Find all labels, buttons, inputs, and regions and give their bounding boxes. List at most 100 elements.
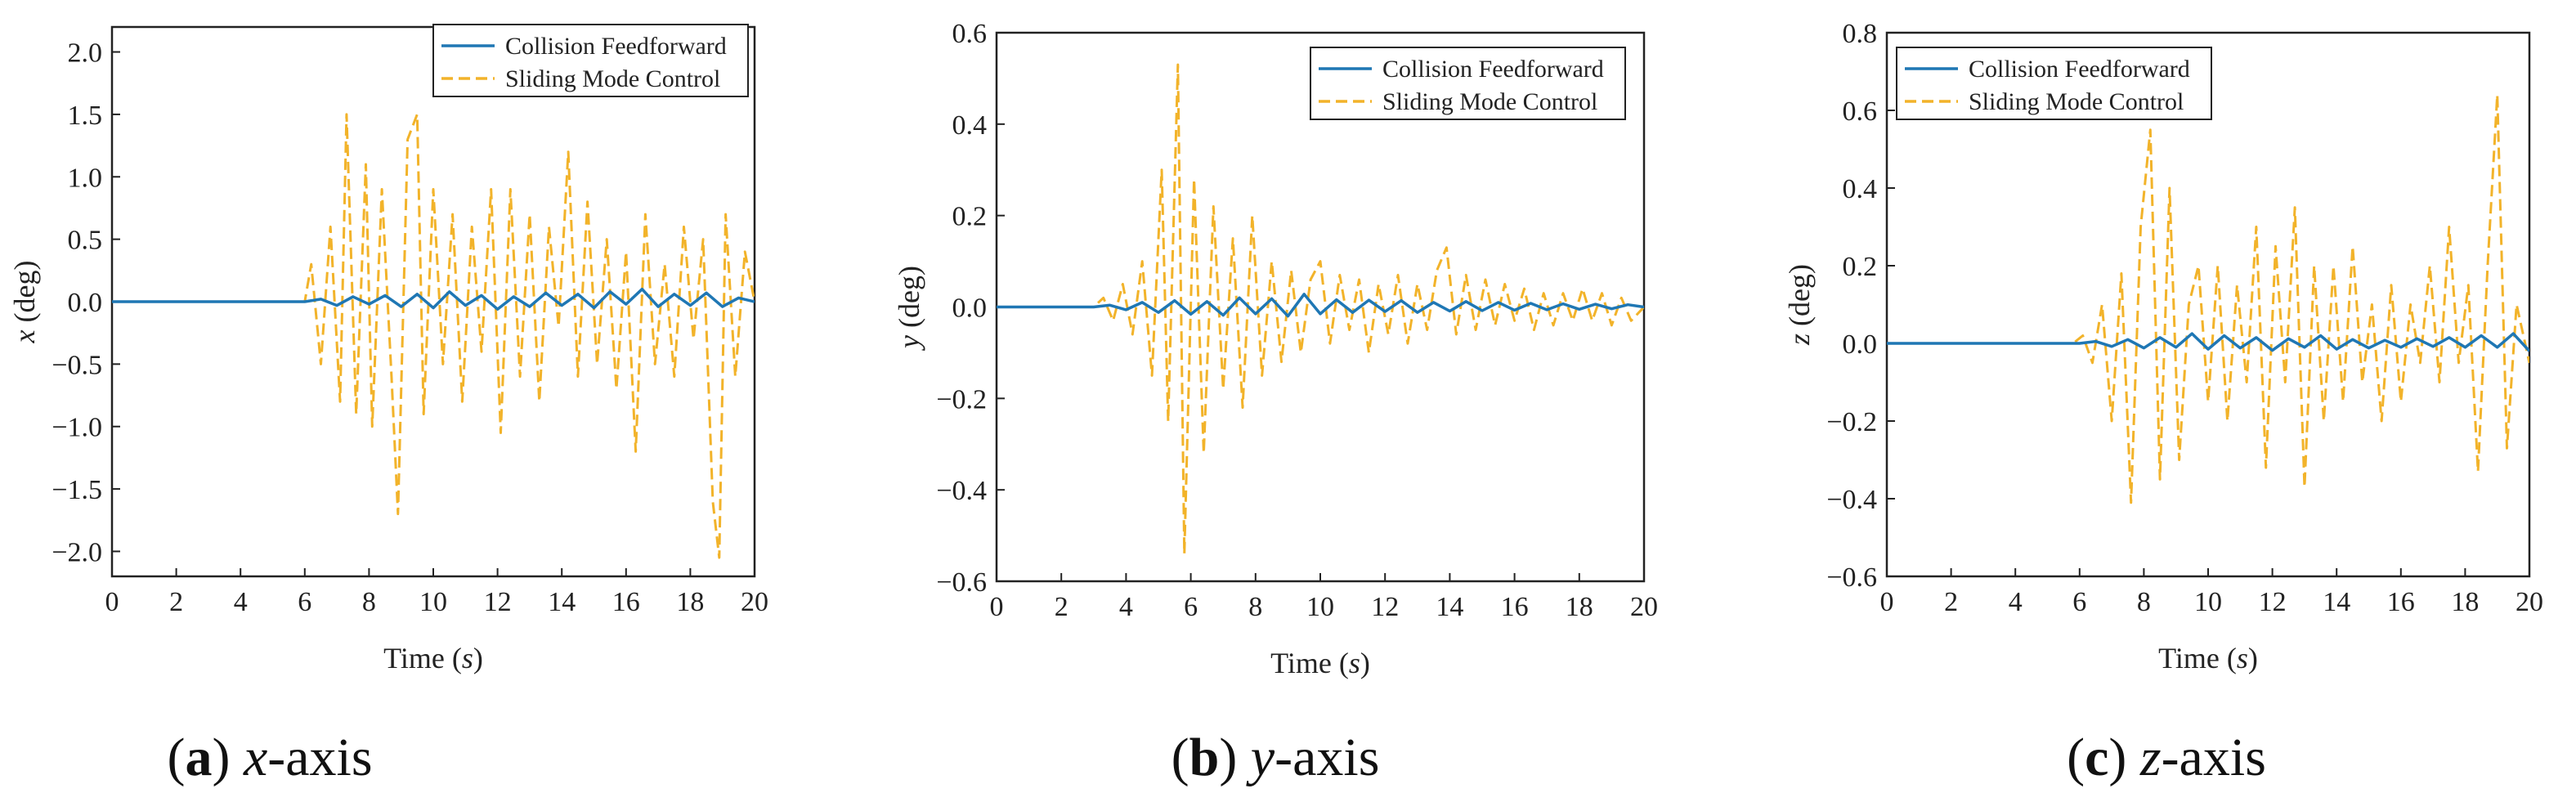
y-tick-label: 0.0 [952, 293, 988, 324]
y-axis-var: y [893, 335, 925, 351]
x-tick-label: 12 [1371, 592, 1399, 622]
series-collision-line [1887, 332, 2529, 352]
panel-a: 0 2 4 6 8 10 12 14 16 18 20 −2.0 −1.5 −1.0 −0.5 0.0 0.5 1… [8, 24, 768, 787]
x-tick-label: 4 [1119, 592, 1133, 622]
series-sliding-mode-line [112, 113, 755, 559]
caption-suffix: -axis [1275, 728, 1379, 787]
x-tick-label: 6 [2072, 587, 2086, 617]
legend-label: Collision Feedforward [505, 33, 727, 60]
x-axis-label-text: Time [2158, 642, 2220, 674]
x-tick-label: 8 [2137, 587, 2151, 617]
legend-label: Collision Feedforward [1382, 56, 1604, 83]
x-tick-label: 14 [548, 587, 576, 617]
x-axis-label: Time (s) [2158, 642, 2258, 674]
x-tick-label: 8 [1248, 592, 1262, 622]
legend-label: Sliding Mode Control [505, 65, 720, 92]
x-axis-label-open: ( [1332, 647, 1349, 679]
y-tick-label: 0.2 [952, 202, 988, 232]
x-tick-label: 4 [234, 587, 248, 617]
y-tick-label: −0.2 [936, 384, 987, 414]
caption-open: ( [1172, 728, 1189, 787]
x-tick-label: 2 [169, 587, 183, 617]
y-axis-label: y (deg) [893, 266, 925, 351]
y-tick-label: −0.4 [936, 476, 987, 506]
x-tick-label: 14 [2323, 587, 2350, 617]
x-tick-label: 6 [1184, 592, 1198, 622]
y-axis-var: z [1783, 334, 1816, 346]
x-tick-label: 10 [2194, 587, 2222, 617]
panel-caption: (c) z-axis [2067, 728, 2266, 787]
x-axis-label-text: Time [1270, 647, 1332, 679]
caption-var: z [2139, 728, 2162, 787]
x-tick-label: 12 [2259, 587, 2287, 617]
caption-suffix: -axis [2162, 728, 2266, 787]
legend-label: Sliding Mode Control [1969, 88, 2184, 115]
legend-box [1310, 47, 1626, 120]
y-tick-label: −1.0 [52, 413, 102, 443]
y-tick-label: −0.2 [1826, 407, 1877, 437]
legend: Collision Feedforward Sliding Mode Contro… [1896, 47, 2212, 120]
x-tick-label: 18 [1566, 592, 1593, 622]
x-tick-label: 2 [1055, 592, 1068, 622]
y-tick-label: 2.0 [68, 38, 103, 69]
x-axis-label-open: ( [2220, 642, 2237, 674]
y-tick-label: 0.6 [952, 19, 988, 49]
legend: Collision Feedforward Sliding Mode Contro… [1310, 47, 1626, 120]
caption-close: ) [212, 728, 243, 787]
x-tick-label: 10 [419, 587, 447, 617]
y-tick-label: 0.2 [1843, 252, 1878, 282]
legend-box [1896, 47, 2212, 120]
y-tick-label: −0.5 [52, 350, 102, 380]
x-tick-label: 0 [105, 587, 119, 617]
x-axis-label-open: ( [445, 642, 462, 674]
x-axis-label-close: ) [2248, 642, 2258, 674]
series-sliding-mode-line [1887, 93, 2529, 504]
panel-caption: (b) y-axis [1172, 728, 1380, 787]
panel-b: 0 2 4 6 8 10 12 14 16 18 20 −0.6 −0.4 −0.2 0.0 0.2 0.4 0.… [893, 19, 1658, 787]
x-tick-label: 0 [1880, 587, 1894, 617]
y-axis-unit: (deg) [893, 266, 925, 335]
caption-close: ) [2108, 728, 2139, 787]
legend-label: Collision Feedforward [1969, 56, 2190, 83]
x-tick-label: 12 [484, 587, 512, 617]
x-axis-unit: s [1349, 647, 1360, 679]
x-tick-label: 18 [2451, 587, 2479, 617]
y-tick-label: 0.5 [68, 226, 103, 256]
caption-suffix: -axis [267, 728, 372, 787]
x-tick-label: 16 [1501, 592, 1529, 622]
legend: Collision Feedforward Sliding Mode Contro… [432, 24, 749, 97]
y-tick-label: 1.5 [68, 101, 103, 131]
x-tick-label: 20 [2516, 587, 2543, 617]
x-axis-unit: s [462, 642, 473, 674]
y-tick-label: 1.0 [68, 163, 103, 193]
x-tick-label: 16 [2387, 587, 2415, 617]
y-tick-label: −0.6 [936, 567, 987, 598]
x-tick-label: 4 [2009, 587, 2023, 617]
x-axis-label-text: Time [383, 642, 445, 674]
x-tick-label: 8 [362, 587, 376, 617]
y-tick-label: −2.0 [52, 537, 102, 567]
y-tick-label: −0.6 [1826, 562, 1877, 593]
y-tick-label: −0.4 [1826, 485, 1877, 515]
series-collision-line [112, 287, 755, 311]
x-axis-label-close: ) [473, 642, 483, 674]
y-axis-label: z (deg) [1783, 264, 1816, 346]
x-tick-label: 0 [990, 592, 1004, 622]
x-tick-label: 16 [612, 587, 640, 617]
y-axis-label: x (deg) [8, 261, 41, 344]
y-tick-label: 0.0 [1843, 329, 1878, 360]
caption-var: y [1246, 728, 1275, 787]
x-axis-unit: s [2237, 642, 2248, 674]
y-tick-label: 0.6 [1843, 96, 1878, 127]
legend-label: Sliding Mode Control [1382, 88, 1597, 115]
y-tick-label: 0.0 [68, 288, 103, 318]
y-axis-unit: (deg) [8, 261, 41, 330]
x-tick-label: 2 [1944, 587, 1958, 617]
caption-letter: c [2085, 728, 2108, 787]
panel-c: 0 2 4 6 8 10 12 14 16 18 20 −0.6 −0.4 −0.2 0.0 0.2 0.4 0.… [1783, 19, 2543, 787]
x-axis-label-close: ) [1360, 647, 1370, 679]
legend-box [432, 24, 749, 97]
y-axis-var: x [8, 329, 41, 343]
series-sliding-mode-line [997, 63, 1644, 555]
